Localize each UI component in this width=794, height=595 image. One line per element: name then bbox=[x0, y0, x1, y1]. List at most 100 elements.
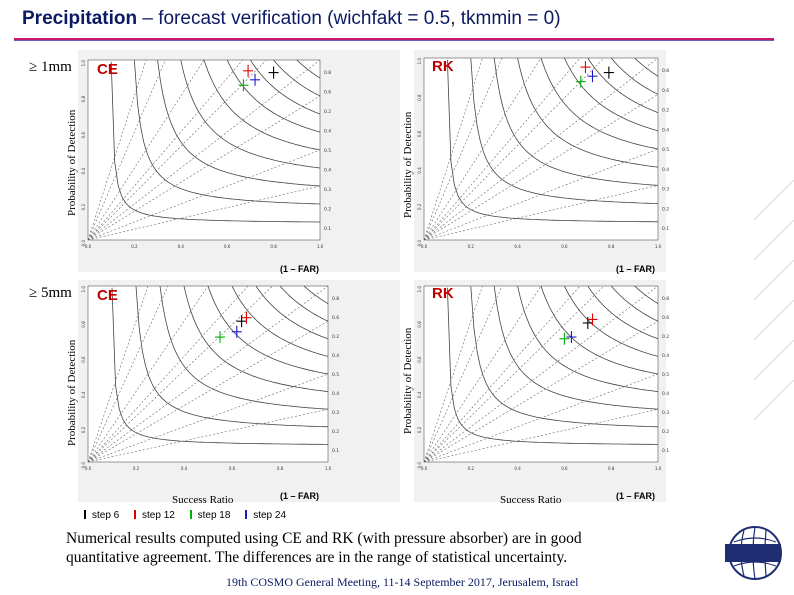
caption-line-2: quantitative agreement. The differences … bbox=[66, 549, 568, 566]
data-point-step-18 bbox=[215, 331, 225, 344]
data-point-step-6 bbox=[603, 66, 614, 79]
data-point-step-24 bbox=[587, 70, 598, 83]
bias-label: 0.5 bbox=[332, 372, 339, 378]
plot-lines bbox=[88, 286, 328, 462]
data-point-step-24 bbox=[231, 325, 242, 338]
legend-label: step 18 bbox=[197, 510, 231, 521]
bias-label: 0.2 bbox=[662, 429, 669, 435]
bias-line bbox=[88, 60, 320, 240]
bias-label: 0.1 bbox=[662, 448, 669, 454]
x-tick-label: 0.4 bbox=[514, 244, 521, 249]
x-tick-label: 0.0 bbox=[421, 466, 428, 471]
bias-line bbox=[424, 286, 542, 462]
x-tick-label: 0.6 bbox=[561, 466, 568, 471]
bias-label: 0.4 bbox=[332, 391, 339, 397]
y-tick-label: 1.0 bbox=[417, 58, 422, 65]
bias-label: 0.5 bbox=[662, 372, 669, 378]
x-tick-label: 0.0 bbox=[85, 466, 92, 471]
bias-label: 0.1 bbox=[324, 226, 331, 232]
legend-item-step-12: step 12 bbox=[134, 510, 175, 521]
bias-line bbox=[424, 58, 483, 240]
bias-label: 0.6 bbox=[662, 88, 669, 94]
bias-label: 0.8 bbox=[662, 68, 669, 74]
csi-curve bbox=[231, 286, 328, 357]
x-tick-label: 0.4 bbox=[181, 466, 188, 471]
y-tick-label: 0.0 bbox=[81, 240, 86, 247]
legend-item-step-18: step 18 bbox=[189, 510, 231, 521]
method-label-rk-1mm: RK bbox=[432, 58, 454, 75]
title-bold: Precipitation bbox=[22, 8, 138, 29]
panel-1mm-CE: 0.00.0 0.2 0.2 0.4 0.4 0.6 0.6 0.8 0.8 1.0 1.0 0.8 0… bbox=[78, 50, 400, 272]
x-axis-far-label-5mm-rk: (1 – FAR) bbox=[616, 491, 656, 501]
bias-label: 0.3 bbox=[662, 187, 669, 193]
x-tick-label: 0.6 bbox=[561, 244, 568, 249]
legend-label: step 12 bbox=[142, 510, 175, 521]
bias-line bbox=[424, 185, 658, 240]
threshold-label-1mm: ≥ 1mm bbox=[29, 59, 72, 75]
threshold-label-5mm: ≥ 5mm bbox=[29, 285, 72, 301]
x-tick-label: 0.8 bbox=[270, 244, 277, 249]
bias-line bbox=[424, 286, 503, 462]
x-tick-label: 0.6 bbox=[229, 466, 236, 471]
y-tick-label: 0.4 bbox=[81, 168, 86, 175]
bias-line bbox=[424, 286, 581, 462]
cosmo-logo bbox=[725, 526, 782, 580]
y-tick-label: 0.8 bbox=[417, 321, 422, 328]
bias-label: 0.2 bbox=[332, 334, 339, 340]
legend-swatch bbox=[245, 510, 248, 519]
y-axis-label-1mm-rk: Probability of Detection bbox=[402, 111, 414, 218]
method-label-ce-5mm: CE bbox=[97, 287, 118, 304]
x-tick-label: 1.0 bbox=[317, 244, 324, 249]
x-tick-label: 1.0 bbox=[655, 466, 662, 471]
legend-swatch bbox=[134, 510, 137, 519]
data-point-step-18 bbox=[559, 332, 570, 345]
bias-line bbox=[424, 286, 658, 462]
csi-curve bbox=[180, 60, 320, 169]
y-tick-label: 0.2 bbox=[81, 204, 86, 211]
bias-line bbox=[424, 58, 542, 240]
bias-line bbox=[88, 286, 169, 462]
csi-curve bbox=[634, 286, 658, 304]
x-axis-far-label-1mm-rk: (1 – FAR) bbox=[616, 264, 656, 274]
bias-line bbox=[88, 286, 149, 462]
y-tick-label: 0.0 bbox=[81, 462, 86, 469]
y-axis-label-5mm-ce: Probability of Detection bbox=[66, 339, 78, 446]
y-tick-label: 1.0 bbox=[81, 60, 86, 67]
csi-curve bbox=[610, 58, 658, 95]
x-tick-label: 1.0 bbox=[655, 244, 662, 249]
bias-line bbox=[88, 286, 328, 462]
bias-line bbox=[424, 320, 658, 462]
data-point-step-12 bbox=[580, 61, 591, 74]
x-axis-far-label-5mm-ce: (1 – FAR) bbox=[280, 491, 320, 501]
data-point-step-12 bbox=[587, 313, 598, 326]
bias-line bbox=[88, 373, 328, 462]
csi-curve bbox=[610, 286, 658, 322]
legend: step 6 step 12 step 18 step 24 bbox=[84, 510, 298, 521]
csi-curve bbox=[517, 58, 658, 168]
x-axis-label-5mm-rk: Success Ratio bbox=[500, 494, 562, 506]
y-tick-label: 0.6 bbox=[417, 356, 422, 363]
plot-lines bbox=[424, 286, 658, 462]
y-tick-label: 0.8 bbox=[81, 96, 86, 103]
csi-curve bbox=[587, 58, 658, 113]
csi-curve bbox=[634, 58, 658, 77]
y-axis-label-5mm-rk: Probability of Detection bbox=[402, 327, 414, 434]
x-tick-label: 0.0 bbox=[85, 244, 92, 249]
x-tick-label: 0.2 bbox=[468, 244, 475, 249]
y-tick-label: 0.4 bbox=[417, 167, 422, 174]
y-tick-label: 0.8 bbox=[417, 94, 422, 101]
y-tick-label: 0.6 bbox=[81, 132, 86, 139]
title-rest: – forecast verification (wichfakt = 0.5,… bbox=[137, 8, 561, 29]
csi-curve bbox=[493, 286, 658, 410]
bias-label: 0.4 bbox=[324, 129, 331, 135]
bias-label: 0.4 bbox=[662, 127, 669, 133]
csi-curve bbox=[493, 58, 658, 186]
csi-curve bbox=[447, 59, 658, 223]
panel-5mm-CE: 0.00.0 0.2 0.2 0.4 0.4 0.6 0.6 0.8 0.8 1.0 1.0 0.8 0… bbox=[78, 280, 400, 502]
background-stripes bbox=[753, 179, 794, 421]
bias-line bbox=[424, 94, 658, 240]
csi-curve bbox=[517, 286, 658, 392]
bias-label: 0.8 bbox=[662, 296, 669, 302]
y-tick-label: 0.0 bbox=[417, 240, 422, 247]
bias-line bbox=[424, 58, 503, 240]
